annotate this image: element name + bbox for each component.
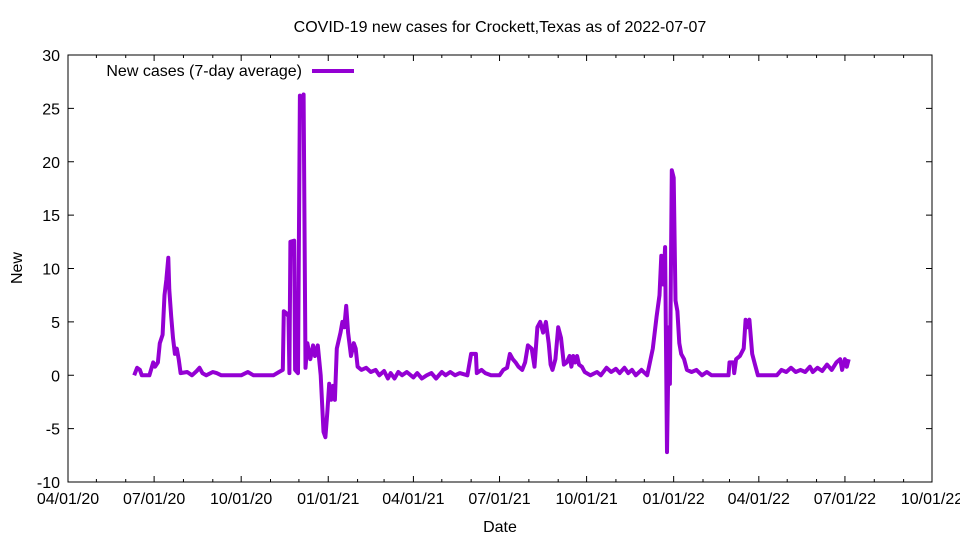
x-tick-label: 10/01/22 [901,491,960,508]
x-tick-label: 04/01/22 [728,491,790,508]
y-tick-label: 0 [51,368,60,385]
y-tick-label: 20 [42,155,60,172]
x-tick-label: 07/01/21 [468,491,530,508]
x-tick-label: 07/01/22 [814,491,876,508]
y-tick-label: -5 [46,422,60,439]
series-line [132,92,851,455]
y-tick-label: 5 [51,315,60,332]
legend: New cases (7-day average) [106,63,354,80]
x-tick-label: 07/01/20 [123,491,185,508]
y-tick-label: 25 [42,101,60,118]
x-axis-label: Date [483,519,517,536]
y-tick-label: 10 [42,262,60,279]
y-tick-label: 30 [42,48,60,65]
x-tick-label: 04/01/21 [382,491,444,508]
x-tick-label: 01/01/21 [297,491,359,508]
plot-frame [67,54,933,483]
x-tick-label: 04/01/20 [37,491,99,508]
x-tick-label: 10/01/21 [555,491,617,508]
y-tick-label: -10 [37,475,60,492]
x-tick-label: 01/01/22 [643,491,705,508]
series-layer [132,92,851,455]
x-tick-label: 10/01/20 [210,491,272,508]
axes: -10 -5 0 5 10 15 20 25 30 04/01/20 07/01/20 10/01/2… [37,48,960,508]
legend-label: New cases (7-day average) [106,63,302,80]
y-axis-label: New [9,252,26,284]
y-tick-label: 15 [42,208,60,225]
chart-title: COVID-19 new cases for Crockett,Texas as… [294,19,707,36]
